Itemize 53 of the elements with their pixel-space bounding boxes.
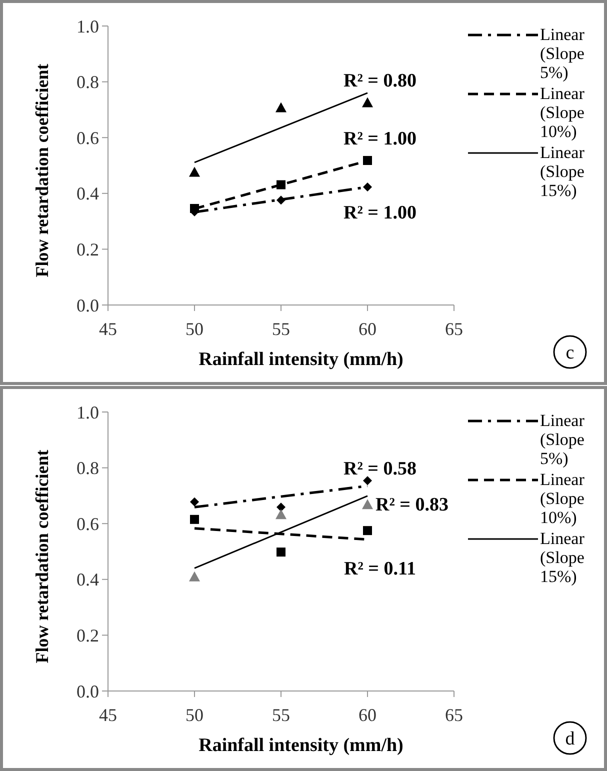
x-tick-label: 50 [186, 705, 204, 725]
y-tick-label: 0.6 [76, 128, 99, 148]
y-tick-label: 0.8 [76, 72, 99, 92]
x-tick-label: 55 [272, 705, 290, 725]
x-axis-title: Rainfall intensity (mm/h) [198, 735, 404, 756]
y-tick-label: 0.6 [76, 514, 99, 534]
point [189, 166, 200, 177]
annotation: R² = 0.83 [376, 494, 448, 516]
point [276, 548, 286, 557]
point [276, 502, 286, 512]
y-axis-title: Flow retardation coefficient [32, 64, 52, 278]
legend-label: Linear (Slope 15%) [540, 529, 585, 586]
x-tick-label: 45 [99, 705, 117, 725]
legend-label: Linear (Slope 15%) [540, 143, 585, 200]
text: c [566, 342, 574, 364]
annotation: R² = 1.00 [344, 128, 416, 150]
legend-label: Linear (Slope 5%) [540, 411, 585, 468]
legend-label: Linear (Slope 5%) [540, 25, 585, 82]
point [363, 182, 372, 192]
annotation: R² = 0.80 [344, 70, 416, 92]
point [362, 97, 373, 108]
point [363, 476, 372, 486]
y-axis-title: Flow retardation coefficient [32, 450, 52, 664]
y-tick-label: 0.0 [76, 681, 99, 702]
y-tick-label: 0.2 [76, 626, 99, 646]
point [276, 509, 286, 520]
x-tick-label: 60 [358, 319, 376, 339]
x-tick-label: 55 [272, 319, 290, 339]
x-tick-label: 65 [445, 705, 463, 725]
x-tick-label: 50 [186, 319, 204, 339]
y-tick-label: 0.0 [76, 295, 99, 316]
point [362, 499, 373, 510]
y-tick-label: 0.2 [76, 240, 99, 260]
x-tick-label: 65 [445, 319, 463, 339]
legend-label: Linear (Slope 10%) [540, 84, 585, 141]
y-tick-label: 0.4 [76, 570, 99, 590]
text: d [565, 728, 576, 750]
point [190, 514, 199, 524]
y-tick-label: 1.0 [76, 16, 99, 36]
point [189, 571, 200, 582]
x-axis-title: Rainfall intensity (mm/h) [198, 349, 404, 370]
annotation: R² = 0.58 [344, 458, 416, 480]
y-tick-label: 0.8 [76, 458, 99, 478]
x-tick-label: 45 [99, 319, 117, 339]
y-tick-label: 0.4 [76, 184, 99, 204]
annotation: R² = 1.00 [344, 202, 416, 224]
point [190, 497, 199, 506]
y-tick-label: 1.0 [76, 402, 99, 422]
point [363, 526, 372, 536]
point [276, 102, 286, 112]
legend-label: Linear (Slope 10%) [540, 470, 585, 527]
x-tick-label: 60 [358, 705, 376, 725]
annotation: R² = 0.11 [344, 558, 416, 580]
